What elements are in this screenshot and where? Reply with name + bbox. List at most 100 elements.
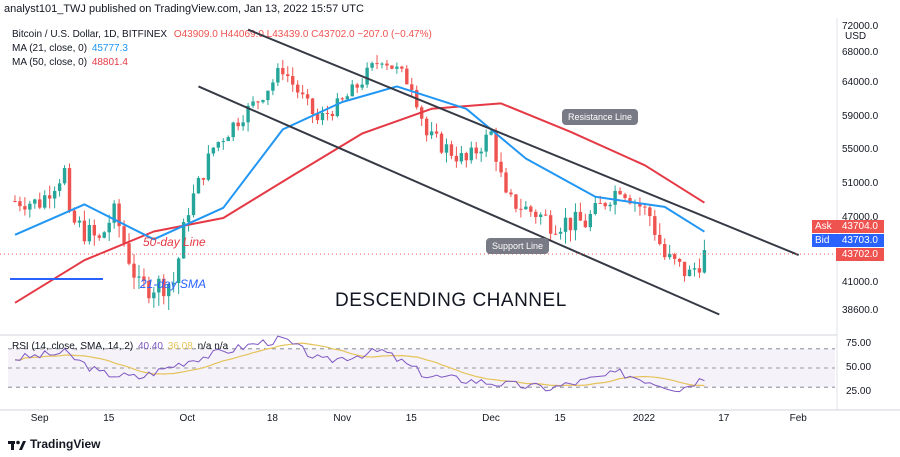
candle-body — [102, 232, 106, 238]
ma50-value: 48801.4 — [91, 57, 128, 68]
candle-body — [370, 63, 374, 68]
candle-body — [410, 84, 414, 90]
candle-body — [246, 105, 250, 123]
price-tick-label: 55000.0 — [842, 144, 879, 155]
ma21-line[interactable] — [14, 85, 705, 241]
candle-body — [320, 112, 325, 121]
resistance-callout[interactable]: Resistance Line — [562, 109, 639, 125]
candle-body — [350, 84, 354, 97]
candle-body — [345, 96, 349, 100]
candle-body — [112, 203, 116, 223]
time-tick-label: Nov — [333, 413, 352, 424]
candle-body — [484, 134, 488, 152]
price-tick-label: 41000.0 — [842, 277, 879, 288]
candle-body — [380, 63, 384, 65]
rsi-na: n/a n/a — [197, 341, 229, 352]
candle-body — [201, 177, 206, 180]
candle-body — [628, 198, 632, 204]
candle-body — [588, 213, 593, 228]
candle-body — [196, 177, 201, 194]
support-text: Support Line — [492, 241, 544, 251]
candle-body — [598, 203, 602, 205]
candle-body — [107, 222, 111, 233]
candle-body — [295, 84, 300, 93]
candle-body — [529, 206, 533, 212]
candle-body — [648, 207, 652, 217]
candle-body — [658, 234, 662, 245]
candle-body — [92, 224, 97, 236]
header-text: analyst101_TWJ published on TradingView.… — [4, 3, 364, 15]
time-tick-label: 15 — [554, 413, 566, 424]
channel-title: DESCENDING CHANNEL — [335, 290, 567, 311]
candle-body — [47, 195, 52, 199]
time-tick-label: 15 — [405, 413, 417, 424]
candle-body — [464, 153, 469, 161]
time-tick-label: Sep — [30, 413, 49, 424]
currency-label: USD — [845, 31, 867, 42]
candle-body — [300, 92, 305, 95]
candle-body — [613, 190, 617, 205]
candle-body — [454, 155, 459, 162]
brand-name: TradingView — [30, 437, 101, 451]
candle-body — [548, 215, 553, 234]
candle-body — [13, 201, 17, 202]
candle-body — [142, 276, 146, 281]
rsi-value: 40.40 — [137, 341, 163, 352]
candle-body — [62, 168, 67, 184]
candle-body — [310, 98, 315, 115]
candle-body — [231, 122, 235, 138]
candle-body — [583, 220, 588, 228]
support-callout[interactable]: Support Line — [486, 238, 550, 254]
candle-body — [191, 193, 196, 216]
candle-body — [271, 82, 275, 91]
candle-body — [340, 98, 345, 100]
candle-body — [72, 210, 77, 223]
ma21-note: 21-day SMA — [140, 277, 207, 291]
candle-body — [365, 67, 369, 85]
ma50-note: 50-day Line — [143, 235, 206, 249]
candle-body — [137, 276, 141, 278]
candle-body — [623, 194, 627, 199]
candle-body — [702, 250, 707, 273]
candle-body — [315, 114, 320, 121]
candle-body — [221, 141, 225, 143]
time-tick-label: 15 — [103, 413, 115, 424]
candle-body — [385, 63, 389, 66]
rsi-sma-line[interactable] — [14, 342, 705, 387]
candle-body — [405, 68, 409, 85]
candle-body — [504, 172, 508, 193]
rsi-line[interactable] — [14, 335, 705, 393]
candle-body — [489, 131, 493, 135]
price-axis-bg — [837, 18, 900, 410]
candle-body — [479, 151, 483, 154]
time-tick-label: Feb — [789, 413, 807, 424]
lower-channel-line[interactable] — [198, 85, 720, 316]
tradingview-footer[interactable]: TradingView — [8, 437, 100, 451]
candle-body — [38, 199, 42, 208]
candle-body — [206, 153, 211, 180]
candle-body — [216, 142, 221, 148]
candle-body — [256, 101, 260, 103]
candle-body — [241, 122, 245, 127]
tradingview-logo-icon — [8, 440, 26, 450]
price-tick-label: 64000.0 — [842, 77, 879, 88]
candle-body — [514, 194, 518, 209]
time-tick-label: 2022 — [632, 413, 656, 424]
bid-value: 43703.0 — [841, 235, 878, 246]
candle-body — [291, 76, 295, 85]
candle-body — [563, 217, 568, 232]
ma21-label: MA (21, close, 0) — [12, 43, 88, 54]
candle-body — [608, 204, 612, 207]
candle-body — [266, 90, 270, 101]
candle-body — [519, 208, 523, 210]
candle-body — [534, 211, 538, 218]
symbol-legend: Bitcoin / U.S. Dollar, 1D, BITFINEX O439… — [12, 29, 432, 40]
publish-header: analyst101_TWJ published on TradingView.… — [4, 3, 364, 15]
candle-body — [305, 94, 310, 99]
upper-channel-line[interactable] — [247, 28, 800, 256]
candle-body — [186, 215, 191, 223]
candle-body — [97, 235, 101, 238]
ma50-line[interactable] — [14, 102, 705, 304]
candle-body — [152, 292, 156, 299]
